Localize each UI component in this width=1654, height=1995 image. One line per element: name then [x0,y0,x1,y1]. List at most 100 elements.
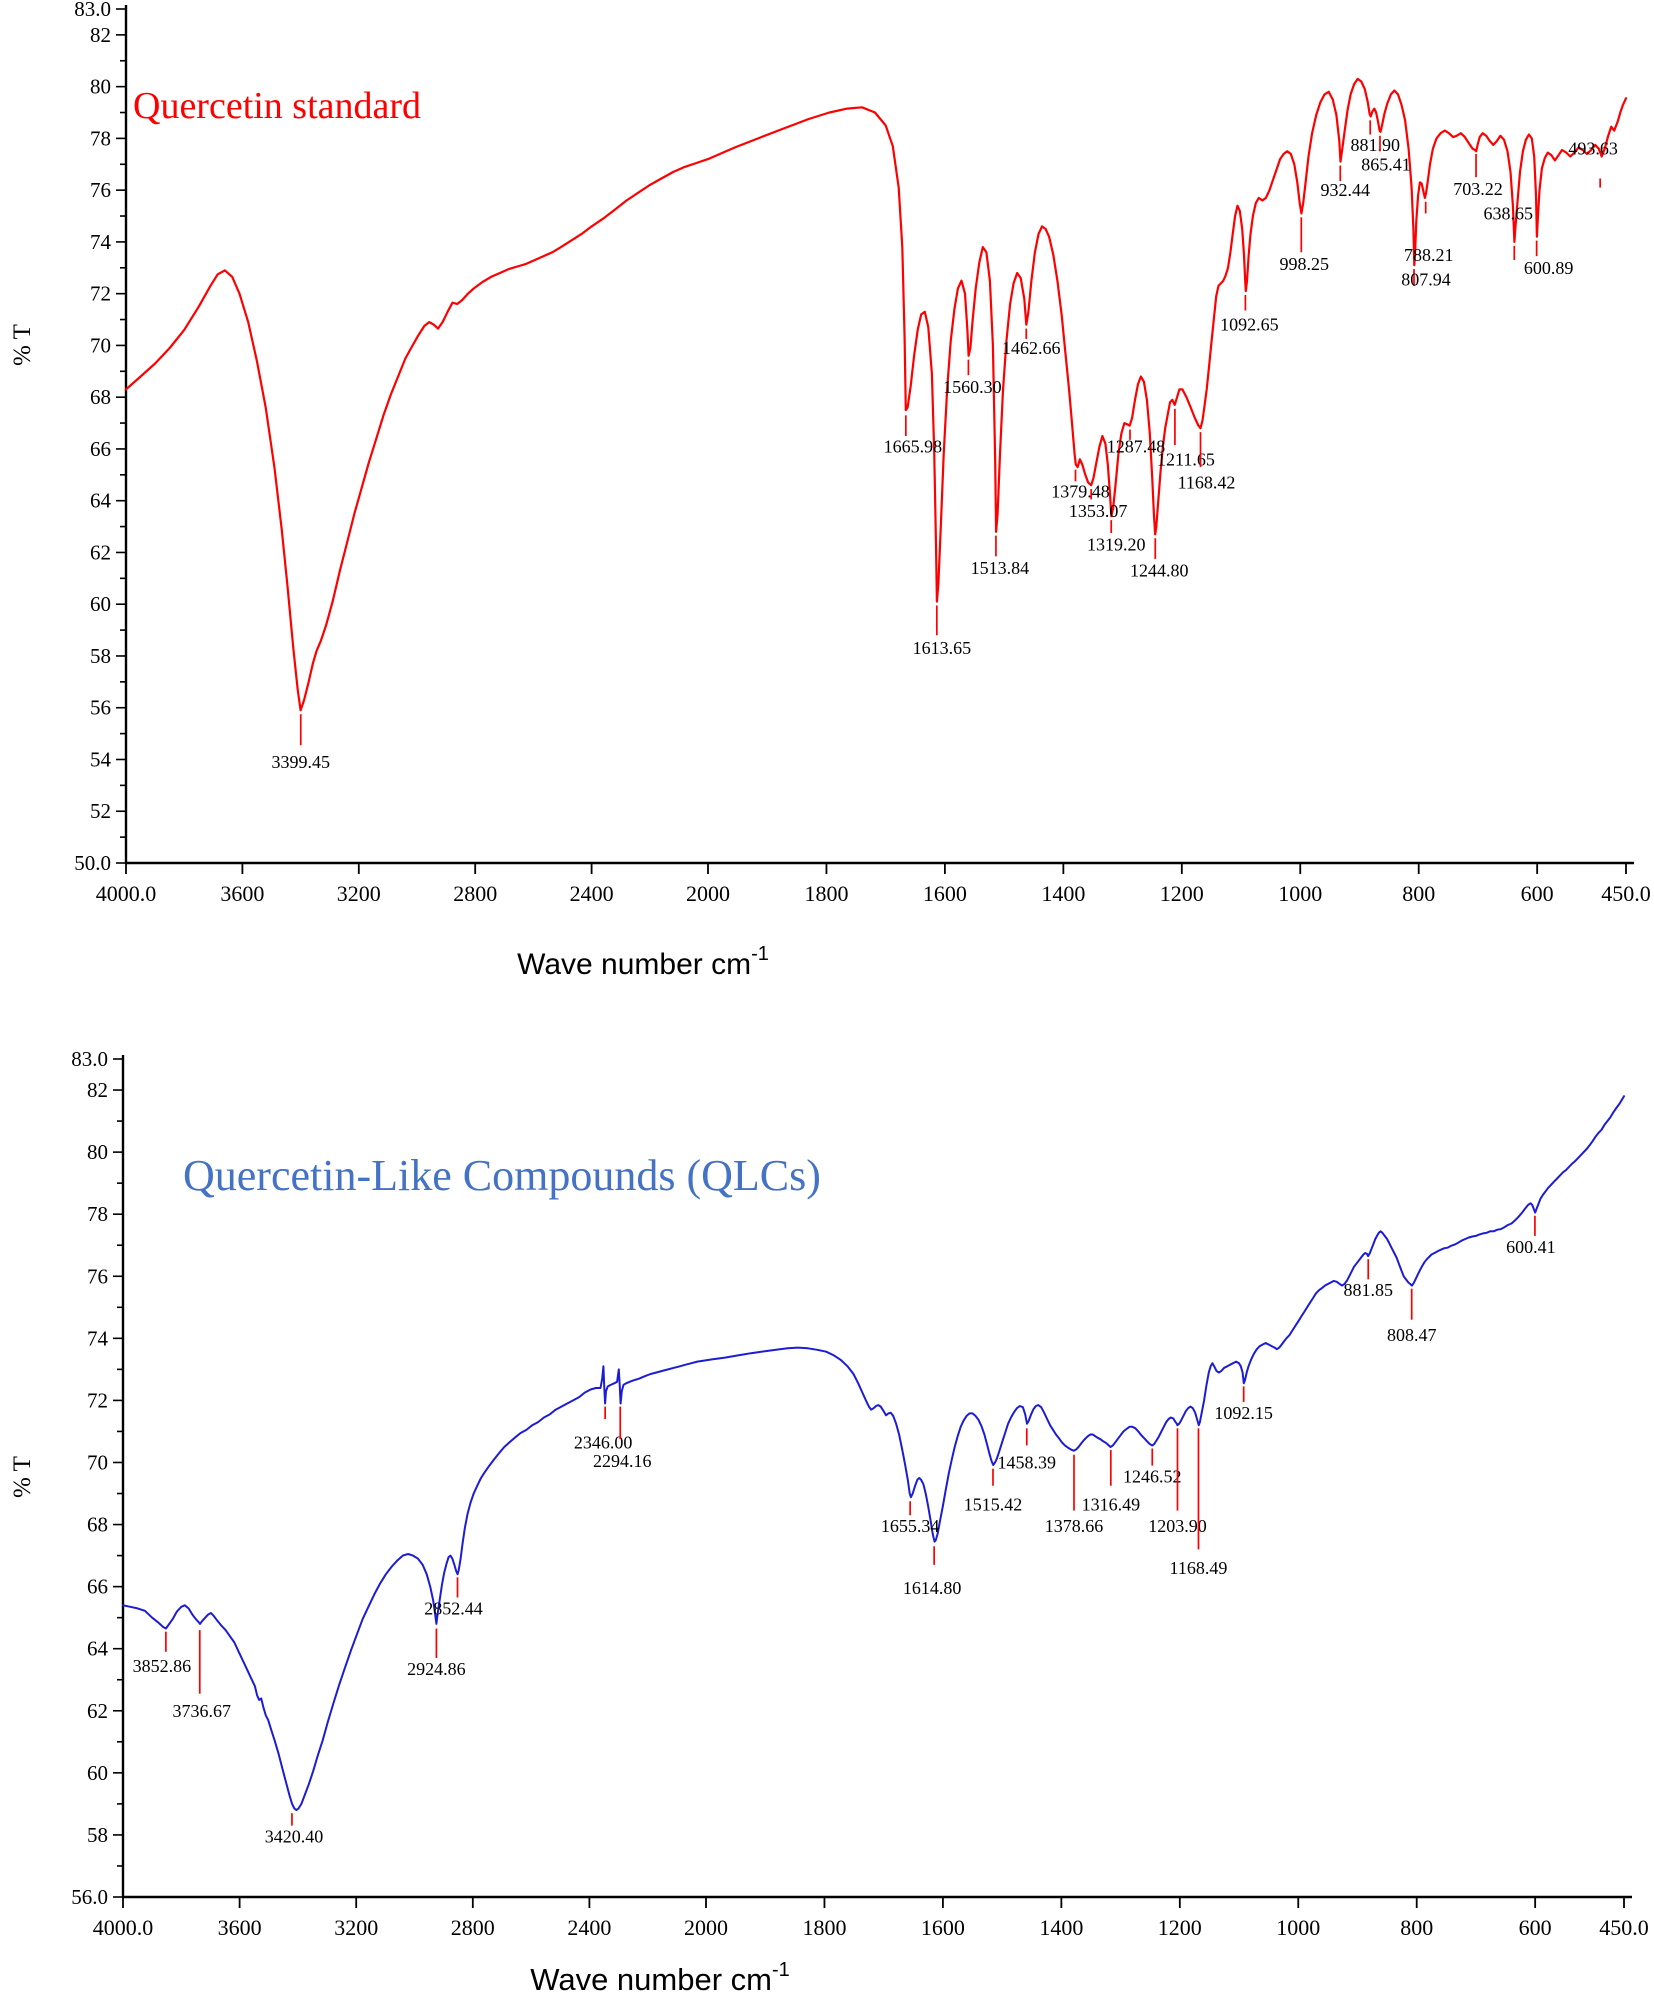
x-axis-title: Wave number cm-1 [530,1959,790,1995]
x-tick-label: 1800 [802,1915,846,1940]
peak-label: 1244.80 [1130,561,1189,581]
peak-label: 638.65 [1484,203,1534,223]
chart-title: Quercetin-Like Compounds (QLCs) [183,1151,821,1200]
peak-label: 1378.66 [1045,1516,1104,1536]
peak-label: 1211.65 [1157,449,1215,469]
qlc-spectrum: 83.0 82 80 78 76 74 72 70 68 66 64 62 60 58 56.0 4000.0… [9,1047,1649,1995]
y-tick-label: 54 [90,747,112,771]
peak-label: 703.22 [1453,179,1503,199]
x-tick-label: 4000.0 [96,881,157,906]
peak-label: 3420.40 [265,1826,324,1846]
x-tick-label: 800 [1402,881,1435,906]
y-axis-title: % T [9,324,36,366]
y-tick-label: 72 [87,1388,108,1412]
y-tick-label: 68 [87,1513,108,1537]
peak-label: 600.41 [1506,1237,1556,1257]
peak-label: 2924.86 [407,1659,466,1679]
peak-label: 1560.30 [943,377,1002,397]
peak-label: 1655.34 [881,1516,940,1536]
y-tick-label: 68 [90,385,111,409]
x-tick-label: 1400 [1041,881,1085,906]
y-tick-label: 83.0 [74,0,111,21]
peak-label: 932.44 [1321,180,1371,200]
peak-label: 493.63 [1568,139,1618,159]
peak-label: 2294.16 [593,1451,652,1471]
peak-label: 1379.48 [1051,482,1110,502]
x-tick-label: 2400 [567,1915,611,1940]
y-tick-label: 82 [90,23,111,47]
peak-label: 1515.42 [964,1494,1023,1514]
peak-label: 1665.98 [884,436,943,456]
peak-label: 1316.49 [1082,1494,1141,1514]
x-tick-label: 1400 [1039,1915,1083,1940]
x-tick-label: 1600 [923,881,967,906]
x-tick-label: 3200 [337,881,381,906]
y-tick-label: 56.0 [71,1885,108,1909]
x-tick-label: 1200 [1160,881,1204,906]
y-tick-label: 62 [90,540,111,564]
x-axis-title: Wave number cm-1 [517,943,769,981]
y-tick-label: 80 [90,75,111,99]
peak-label: 2852.44 [424,1598,483,1618]
x-tick-label: 1600 [921,1915,965,1940]
peak-label: 1246.52 [1123,1466,1182,1486]
spectrum-curve [122,1095,1625,1812]
y-tick-label: 74 [90,230,112,254]
peak-label: 788.21 [1404,245,1454,265]
spectrum-curve [124,77,1628,712]
peak-label: 1092.15 [1214,1403,1273,1423]
y-tick-label: 83.0 [71,1047,108,1071]
peak-label: 881.85 [1343,1280,1393,1300]
peak-label: 2346.00 [574,1432,633,1452]
y-tick-label: 78 [87,1202,108,1226]
x-tick-label: 3600 [218,1915,262,1940]
y-tick-label: 74 [87,1326,109,1350]
y-tick-label: 82 [87,1078,108,1102]
peak-label: 1462.66 [1002,338,1061,358]
y-axis-title: % T [9,1456,36,1498]
y-tick-label: 80 [87,1140,108,1164]
x-tick-label: 2000 [686,881,730,906]
y-tick-label: 78 [90,126,111,150]
x-tick-label: 800 [1400,1915,1433,1940]
peak-label: 1614.80 [903,1578,962,1598]
x-tick-label: 1800 [804,881,848,906]
x-tick-label: 2000 [684,1915,728,1940]
y-tick-label: 60 [90,592,111,616]
y-tick-label: 70 [87,1450,108,1474]
peak-label: 808.47 [1387,1325,1437,1345]
x-tick-label: 3600 [220,881,264,906]
x-tick-label: 600 [1519,1915,1552,1940]
y-tick-label: 66 [90,437,111,461]
x-tick-label: 1000 [1278,881,1322,906]
peak-label: 1168.49 [1170,1558,1228,1578]
peak-label: 1287.48 [1107,436,1166,456]
peak-label: 1092.65 [1220,315,1279,335]
peak-label: 1168.42 [1178,473,1236,493]
y-tick-label: 64 [87,1637,109,1661]
x-tick-label: 2800 [453,881,497,906]
chart-title: Quercetin standard [133,85,421,127]
x-tick-label: 4000.0 [93,1915,154,1940]
peak-label: 3736.67 [173,1701,232,1721]
peak-label: 1458.39 [998,1452,1057,1472]
peak-label: 807.94 [1401,269,1451,289]
peak-label: 1513.84 [971,558,1030,578]
x-tick-label: 450.0 [1601,881,1651,906]
peak-label: 1353.07 [1069,501,1128,521]
y-tick-label: 76 [90,178,111,202]
y-tick-label: 58 [87,1823,108,1847]
peak-label: 1319.20 [1087,535,1146,555]
x-tick-label: 2800 [451,1915,495,1940]
y-tick-label: 50.0 [74,851,111,875]
y-tick-label: 76 [87,1264,108,1288]
x-tick-label: 600 [1521,881,1554,906]
y-tick-label: 70 [90,333,111,357]
peak-label: 881.90 [1350,135,1400,155]
y-tick-label: 64 [90,489,112,513]
x-tick-label: 3200 [334,1915,378,1940]
peak-label: 3399.45 [272,752,331,772]
y-tick-label: 66 [87,1575,108,1599]
y-tick-label: 58 [90,644,111,668]
peak-label: 998.25 [1280,254,1330,274]
